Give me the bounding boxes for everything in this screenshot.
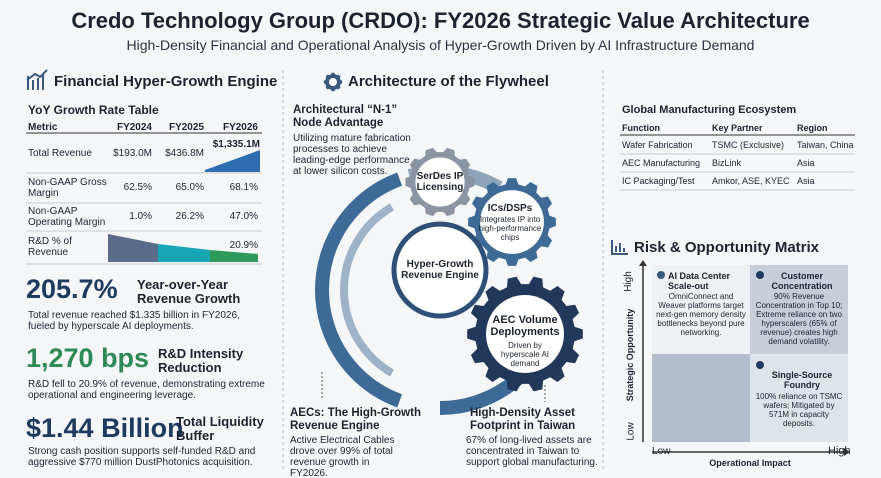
gear-text: Driven by hyperscale AI demand (500, 341, 550, 368)
revenue-trend (205, 150, 260, 172)
col-head: FY2026 (222, 122, 258, 133)
stat-label: R&D Intensity Reduction (158, 346, 244, 375)
gear-face (486, 295, 564, 373)
heading: Risk & Opportunity Matrix (634, 239, 820, 256)
heading: Financial Hyper-Growth Engine (54, 73, 278, 90)
center-hub (391, 221, 489, 319)
y-low: Low (625, 422, 637, 441)
heading: Architecture of the Flywheel (348, 73, 549, 90)
cell: $436.8M (165, 148, 204, 159)
x-low: Low (652, 446, 671, 457)
stat-text: Strong cash position supports self-funde… (28, 446, 256, 468)
stat-value: 1,270 bps (26, 343, 150, 373)
cell: TSMC (Exclusive) (712, 140, 785, 150)
matrix-icon (611, 240, 628, 255)
quadrant (750, 354, 848, 442)
cell: IC Packaging/Test (622, 176, 695, 186)
col-head: Key Partner (712, 123, 763, 133)
cell: 68.1% (229, 182, 258, 193)
x-axis-label: Operational Impact (709, 458, 791, 468)
cell: Amkor, ASE, KYEC (712, 176, 790, 186)
gear-face (415, 157, 465, 207)
stat-value: $1.44 Billion (26, 413, 184, 443)
row-label: Non-GAAP Operating Margin (28, 206, 106, 228)
rd-bar (108, 234, 158, 262)
callout-text: Utilizing mature fabrication processes t… (293, 133, 411, 177)
stat-text: R&D fell to 20.9% of revenue, demonstrat… (28, 379, 265, 401)
stat-label: Total Liquidity Buffer (176, 414, 264, 443)
bullet (756, 361, 764, 369)
callout-text: 67% of long-lived assets are concentrate… (466, 435, 598, 468)
gear-face (329, 78, 337, 86)
cell: BizLink (712, 158, 742, 168)
cell: 62.5% (123, 182, 152, 193)
subtitle: High-Density Financial and Operational A… (126, 37, 755, 53)
quadrant-title: Customer Concentration (771, 271, 833, 291)
quadrant (652, 265, 750, 354)
gear-label: SerDes IP Licensing (416, 171, 464, 193)
cell: Taiwan, China (797, 140, 854, 150)
arrow (844, 448, 850, 456)
cell: 1.0% (129, 211, 152, 222)
quadrant-title: Single-Source Foundry (771, 370, 833, 390)
chart-icon (26, 69, 48, 90)
cell: Asia (797, 158, 815, 168)
quadrant-text: 90% Revenue Concentration in Top 10; Ext… (755, 292, 843, 346)
stat-label: Year-over-Year Revenue Growth (137, 277, 241, 306)
callout-title: AECs: The High-Growth Revenue Engine (290, 407, 421, 432)
row-label: Non-GAAP Gross Margin (28, 177, 107, 199)
cell: 26.2% (175, 211, 204, 222)
ring (340, 203, 395, 377)
cell: Wafer Fabrication (622, 140, 693, 150)
stat-text: Total revenue reached $1.335 billion in … (28, 310, 240, 332)
title: Credo Technology Group (CRDO): FY2026 St… (71, 8, 810, 33)
quadrant-text: OmniConnect and Weaver platforms target … (656, 292, 746, 337)
cell: 47.0% (229, 211, 258, 222)
y-high: High (622, 271, 634, 292)
row-label: Total Revenue (28, 148, 92, 159)
quadrant (750, 265, 848, 354)
rd-bar (210, 250, 258, 262)
y-axis-label: Strategic Opportunity (625, 308, 635, 402)
arrow (639, 260, 647, 266)
quadrant-text: 100% reliance on TSMC wafers; Mitigated … (755, 392, 843, 428)
col-head: FY2024 (116, 122, 152, 133)
col-head: Function (622, 123, 660, 133)
col-head: Metric (28, 122, 58, 133)
quadrant (652, 354, 750, 442)
center-label: Hyper-Growth Revenue Engine (401, 259, 479, 281)
cell: 65.0% (175, 182, 204, 193)
cell: 20.9% (229, 240, 258, 251)
table-title: YoY Growth Rate Table (28, 103, 159, 117)
table-title: Global Manufacturing Ecosystem (622, 104, 797, 116)
gear-label: AEC Volume Deployments (490, 314, 560, 338)
cell: $193.0M (113, 148, 152, 159)
callout-title: High-Density Asset Footprint in Taiwan (470, 407, 576, 432)
callout-text: Active Electrical Cables drove over 99% … (290, 435, 395, 478)
cell: AEC Manufacturing (622, 158, 701, 168)
gear-label: ICs/DSPs (487, 203, 533, 214)
col-head: FY2025 (168, 122, 204, 133)
cell: $1,335.1M (212, 139, 260, 150)
gear-face (480, 190, 544, 254)
col-head: Region (797, 123, 828, 133)
quadrant-title: AI Data Center Scale-out (668, 271, 731, 291)
gear-text: Integrates IP into high-performance chip… (478, 215, 542, 242)
x-high: High (828, 445, 851, 457)
row-label: R&D % of Revenue (28, 236, 72, 258)
cell: Asia (797, 176, 815, 186)
flywheel-graphic (315, 72, 583, 415)
bullet (657, 271, 665, 279)
stat-value: 205.7% (26, 274, 118, 304)
bullet (756, 271, 764, 279)
ring (315, 172, 403, 408)
callout-title: Architectural “N-1” Node Advantage (293, 104, 398, 129)
rd-bar (158, 244, 210, 262)
